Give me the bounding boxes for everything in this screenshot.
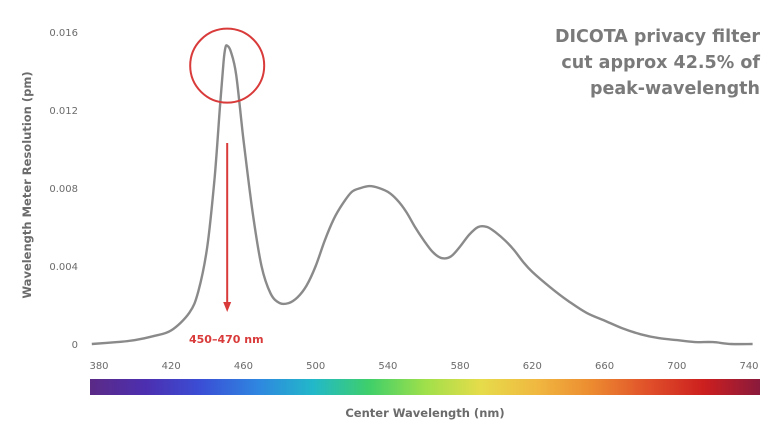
annotation-line-1: DICOTA privacy filter (555, 27, 760, 47)
peak-arrowhead (223, 302, 232, 312)
x-axis-ticks: 380 420 460 500 540 580 620 660 700 740 (89, 361, 758, 372)
series-line (91, 44, 753, 346)
x-axis-label: Center Wavelength (nm) (345, 406, 504, 420)
x-tick-label: 580 (451, 361, 470, 372)
y-axis-ticks: 0 0.004 0.008 0.012 0.016 (49, 28, 78, 351)
y-axis-label: Wavelength Meter Resolution (pm) (20, 71, 34, 298)
x-tick-label: 500 (306, 361, 325, 372)
wavelength-range-label: 450–470 nm (189, 333, 264, 346)
spectrum-color-bar (90, 379, 760, 395)
x-tick-label: 380 (89, 361, 108, 372)
x-tick-label: 700 (667, 361, 686, 372)
y-tick-label: 0.008 (49, 184, 78, 195)
x-tick-label: 620 (523, 361, 542, 372)
x-tick-label: 660 (595, 361, 614, 372)
y-tick-label: 0 (72, 340, 78, 351)
x-tick-label: 420 (162, 361, 181, 372)
y-tick-label: 0.004 (49, 262, 78, 273)
x-tick-label: 460 (234, 361, 253, 372)
y-tick-label: 0.016 (49, 28, 78, 39)
y-tick-label: 0.012 (49, 106, 78, 117)
x-tick-label: 740 (739, 361, 758, 372)
annotation-line-2: cut approx 42.5% of (561, 53, 760, 73)
peak-highlight-circle (189, 27, 266, 104)
annotation-line-3: peak-wavelength (590, 79, 760, 99)
x-tick-label: 540 (378, 361, 397, 372)
